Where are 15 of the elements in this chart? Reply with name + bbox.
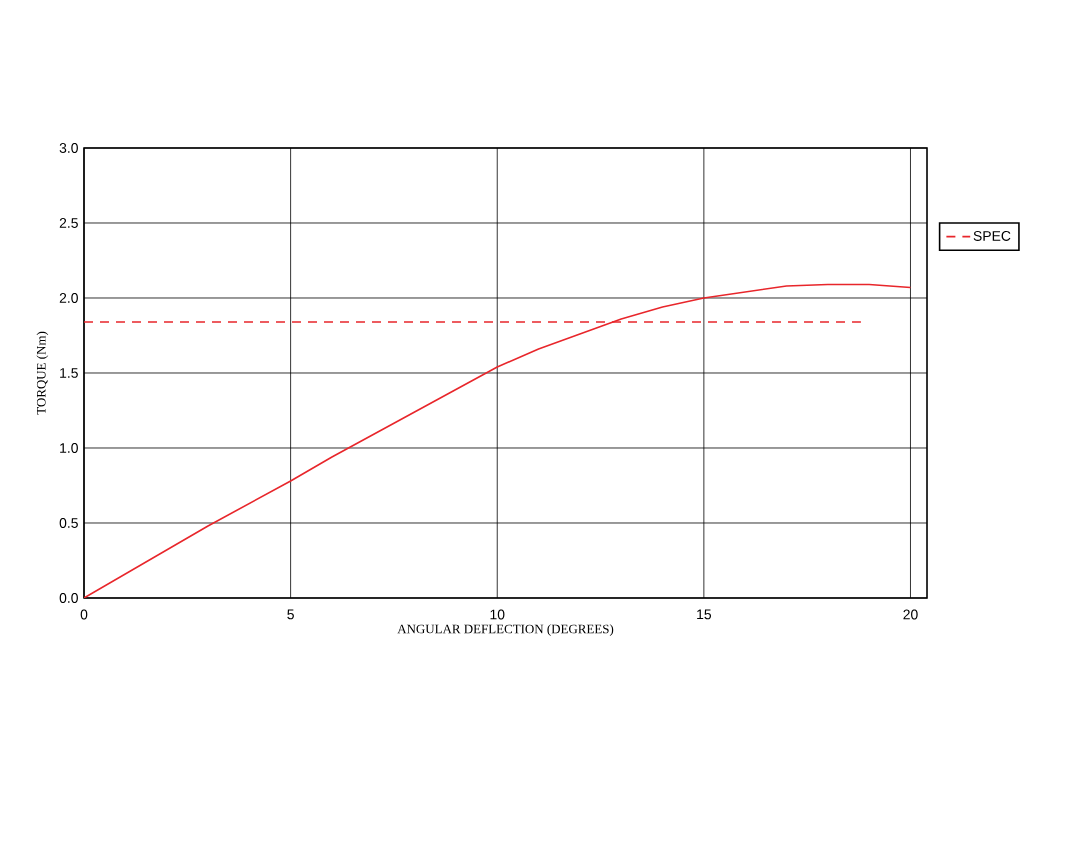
y-tick-label: 1.0 [60, 443, 78, 453]
y-tick-label: 2.5 [59, 218, 78, 228]
x-tick-label: 0 [80, 609, 88, 620]
y-axis-title: TORQUE (Nm) [36, 331, 49, 415]
y-tick-label: 3.0 [59, 143, 78, 153]
x-tick-label: 5 [287, 609, 294, 620]
x-axis-title: ANGULAR DEFLECTION (DEGREES) [397, 624, 614, 636]
x-tick-label: 10 [490, 609, 505, 620]
x-tick-label: 15 [697, 609, 712, 620]
x-tick-label: 20 [903, 609, 918, 620]
legend-label: SPEC [973, 231, 1011, 241]
y-tick-label: 0.0 [59, 593, 78, 603]
y-tick-label: 1.5 [60, 368, 78, 378]
y-tick-label: 2.0 [59, 293, 78, 303]
y-tick-label: 0.5 [59, 518, 78, 528]
